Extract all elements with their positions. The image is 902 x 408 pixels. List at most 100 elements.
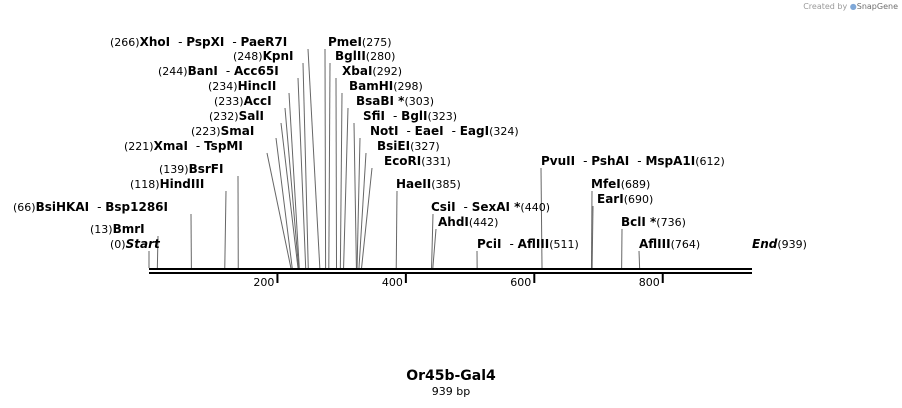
- cut-site-leader: [395, 190, 398, 269]
- cut-position: (223): [191, 125, 221, 138]
- enzyme-name: AhdI: [438, 215, 469, 229]
- cut-site-label[interactable]: PvuII - PshAI - MspA1I(612): [541, 154, 725, 168]
- enzyme-name: PspXI: [186, 35, 224, 49]
- cut-site-leader: [361, 167, 373, 269]
- cut-position: (244): [158, 65, 188, 78]
- cut-site-label[interactable]: BsaBI *(303): [356, 94, 434, 108]
- enzyme-name: End: [752, 237, 778, 251]
- cut-site-label[interactable]: PmeI(275): [328, 35, 392, 49]
- cut-site-label[interactable]: (266)XhoI - PspXI - PaeR7I: [110, 35, 287, 49]
- enzyme-name: BamHI: [349, 79, 393, 93]
- cut-site-label[interactable]: (233)AccI: [214, 94, 272, 108]
- cut-site-label[interactable]: (244)BanI - Acc65I: [158, 64, 279, 78]
- cut-site-label[interactable]: End(939): [752, 237, 807, 251]
- cut-position: (0): [110, 238, 126, 251]
- cut-site-label[interactable]: BclI *(736): [621, 215, 686, 229]
- scale-tick-label: 400: [382, 276, 403, 289]
- enzyme-name: TspMI: [204, 139, 243, 153]
- cut-position: (690): [624, 193, 654, 206]
- enzyme-name: MfeI: [591, 177, 621, 191]
- cut-site-leader: [339, 92, 343, 269]
- cut-site-label[interactable]: EarI(690): [597, 192, 653, 206]
- cut-site-label[interactable]: (13)BmrI: [90, 222, 145, 236]
- cut-position: (234): [208, 80, 238, 93]
- cut-site-label[interactable]: (118)HindIII: [130, 177, 204, 191]
- cut-site-label[interactable]: (139)BsrFI: [159, 162, 223, 176]
- enzyme-name: NotI: [370, 124, 399, 138]
- cut-site-leader: [432, 228, 437, 269]
- cut-position: (298): [393, 80, 423, 93]
- cut-site-label[interactable]: BsiEI(327): [377, 139, 440, 153]
- cut-position: (331): [421, 155, 451, 168]
- enzyme-name: HincII: [238, 79, 277, 93]
- enzyme-name: PvuII: [541, 154, 575, 168]
- enzyme-name: SexAI *: [472, 200, 521, 214]
- cut-position: (323): [428, 110, 458, 123]
- enzyme-name: Acc65I: [234, 64, 279, 78]
- cut-site-leader: [284, 107, 300, 269]
- cut-site-leader: [590, 190, 593, 269]
- cut-position: (221): [124, 140, 154, 153]
- enzyme-name: BglI: [401, 109, 427, 123]
- cut-site-label[interactable]: AflIII(764): [639, 237, 700, 251]
- cut-site-label[interactable]: XbaI(292): [342, 64, 402, 78]
- cut-site-label[interactable]: (232)SalI: [209, 109, 264, 123]
- cut-site-label[interactable]: MfeI(689): [591, 177, 650, 191]
- enzyme-name: HaeII: [396, 177, 431, 191]
- cut-site-labels: (0)Start(13)BmrI (66)BsiHKAI - Bsp1286I (11…: [13, 35, 807, 251]
- enzyme-name: PshAI: [591, 154, 629, 168]
- enzyme-name: XhoI: [140, 35, 171, 49]
- cut-site-label[interactable]: (221)XmaI - TspMI: [124, 139, 243, 153]
- cut-position: (511): [549, 238, 579, 251]
- cut-position: (442): [469, 216, 499, 229]
- enzyme-name: EarI: [597, 192, 624, 206]
- cut-site-label[interactable]: CsiI - SexAI *(440): [431, 200, 550, 214]
- cut-site-label[interactable]: (66)BsiHKAI - Bsp1286I: [13, 200, 168, 214]
- cut-site-label[interactable]: (234)HincII: [208, 79, 276, 93]
- enzyme-name: BsiHKAI: [36, 200, 90, 214]
- enzyme-name: XbaI: [342, 64, 372, 78]
- cut-site-leader: [280, 122, 299, 269]
- cut-site-leader: [431, 213, 434, 269]
- enzyme-name: AflIII: [639, 237, 671, 251]
- enzyme-name: BsrFI: [189, 162, 224, 176]
- cut-site-leader: [266, 152, 292, 269]
- cut-position: (280): [366, 50, 396, 63]
- cut-site-leader: [358, 152, 367, 269]
- snapgene-logo-icon: ●: [849, 2, 857, 11]
- enzyme-name: BanI: [188, 64, 218, 78]
- scale-tick-label: 200: [253, 276, 274, 289]
- cut-site-label[interactable]: (223)SmaI: [191, 124, 254, 138]
- scale-tick-label: 800: [639, 276, 660, 289]
- construct-title: Or45b-Gal4: [406, 368, 496, 384]
- cut-site-label[interactable]: SfiI - BglI(323): [363, 109, 457, 123]
- credit-prefix: Created by: [803, 2, 848, 11]
- cut-site-label[interactable]: BamHI(298): [349, 79, 423, 93]
- cut-site-label[interactable]: EcoRI(331): [384, 154, 451, 168]
- enzyme-name: SmaI: [221, 124, 255, 138]
- cut-site-label[interactable]: (248)KpnI: [233, 49, 294, 63]
- enzyme-name: XmaI: [154, 139, 188, 153]
- cut-site-leader: [297, 77, 307, 269]
- cut-site-label[interactable]: AhdI(442): [438, 215, 498, 229]
- cut-site-label[interactable]: (0)Start: [110, 237, 161, 251]
- cut-site-leader: [156, 235, 159, 269]
- sequence-backbone: [149, 268, 752, 274]
- cut-site-label[interactable]: PciI - AflIII(511): [477, 237, 579, 251]
- cut-position: (689): [621, 178, 651, 191]
- cut-site-label[interactable]: BglII(280): [335, 49, 395, 63]
- cut-position: (292): [372, 65, 402, 78]
- cut-site-label[interactable]: HaeII(385): [396, 177, 461, 191]
- credit-brand: SnapGene: [856, 2, 898, 11]
- enzyme-name: BsaBI *: [356, 94, 405, 108]
- cut-site-leader: [343, 107, 349, 269]
- cut-site-label[interactable]: NotI - EaeI - EagI(324): [370, 124, 519, 138]
- cut-site-leader: [224, 190, 227, 269]
- cut-position: (764): [671, 238, 701, 251]
- cut-site-leader: [288, 92, 300, 269]
- cut-position: (266): [110, 36, 140, 49]
- cut-position: (232): [209, 110, 239, 123]
- cut-position: (327): [410, 140, 440, 153]
- cut-position: (139): [159, 163, 189, 176]
- cut-site-leader: [307, 48, 321, 269]
